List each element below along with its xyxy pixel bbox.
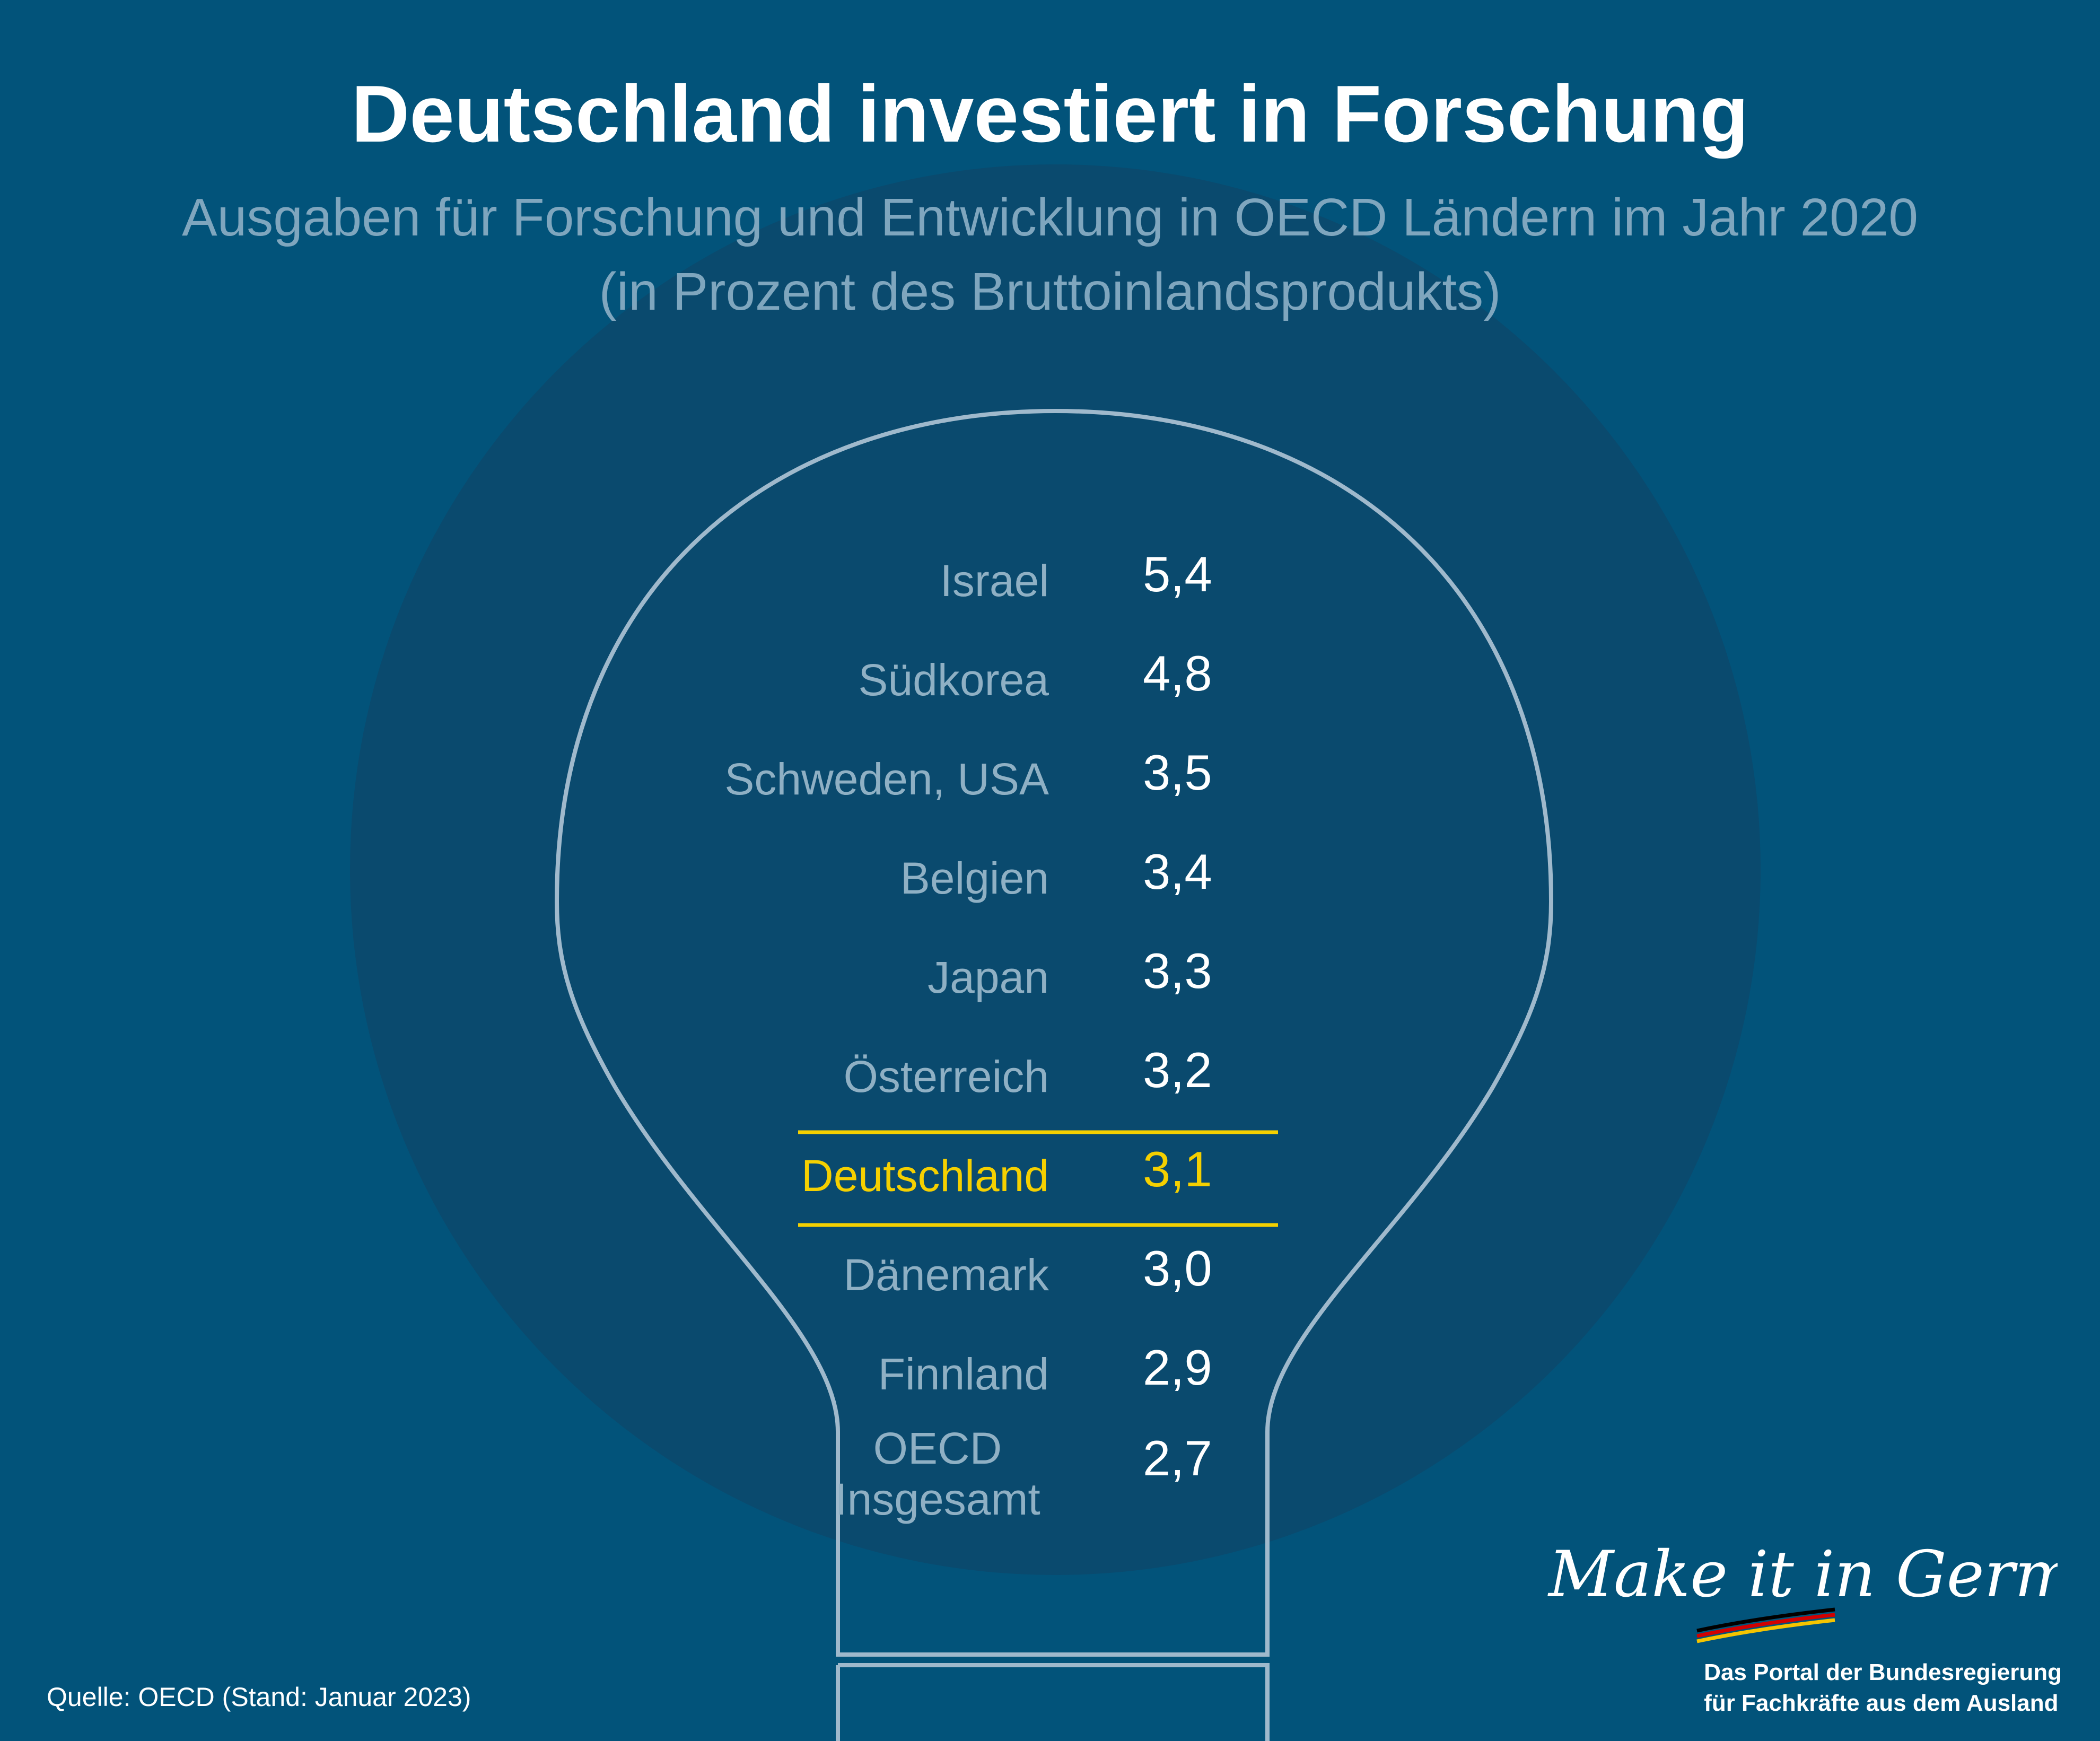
page-subtitle-unit: (in Prozent des Bruttoinlandsprodukts) bbox=[599, 262, 1501, 321]
row-value: 3,1 bbox=[1143, 1141, 1212, 1197]
portal-line-1: Das Portal der Bundesregierung bbox=[1704, 1659, 2062, 1685]
lightbulb-base-icon bbox=[836, 1663, 1270, 1741]
row-label: Belgien bbox=[900, 853, 1049, 903]
row-label: Finnland bbox=[878, 1349, 1049, 1399]
portal-line-2: für Fachkräfte aus dem Ausland bbox=[1704, 1690, 2059, 1716]
row-label: Südkorea bbox=[858, 655, 1049, 705]
row-label: Österreich bbox=[843, 1052, 1049, 1101]
row-value: 3,0 bbox=[1143, 1240, 1212, 1296]
row-value: 2,9 bbox=[1143, 1340, 1212, 1395]
make-it-in-germany-logo: Make it in Germany bbox=[1547, 1538, 2058, 1643]
background-circle bbox=[350, 164, 1761, 1575]
source-note: Quelle: OECD (Stand: Januar 2023) bbox=[47, 1682, 471, 1712]
page-subtitle: Ausgaben für Forschung und Entwicklung i… bbox=[181, 188, 1919, 247]
row-label: Israel bbox=[940, 556, 1049, 606]
row-value: 3,2 bbox=[1143, 1042, 1212, 1098]
row-value: 3,3 bbox=[1143, 943, 1212, 999]
row-value: 3,5 bbox=[1143, 745, 1212, 800]
row-label: OECD Insgesamt bbox=[835, 1423, 1040, 1524]
row-label: Dänemark bbox=[843, 1250, 1049, 1300]
row-value: 4,8 bbox=[1143, 645, 1212, 701]
row-label: Japan bbox=[928, 952, 1049, 1002]
page-title: Deutschland investiert in Forschung bbox=[351, 69, 1749, 159]
row-value: 5,4 bbox=[1143, 546, 1212, 602]
row-value: 3,4 bbox=[1143, 844, 1212, 899]
logo-signature-text: Make it in Germany bbox=[1547, 1538, 2058, 1612]
portal-caption: Das Portal der Bundesregierung für Fachk… bbox=[1704, 1657, 2062, 1719]
row-label: Schweden, USA bbox=[724, 754, 1049, 804]
row-label: Deutschland bbox=[801, 1151, 1049, 1201]
lightbulb-outline-icon bbox=[554, 408, 1554, 1657]
row-value: 2,7 bbox=[1143, 1430, 1212, 1486]
